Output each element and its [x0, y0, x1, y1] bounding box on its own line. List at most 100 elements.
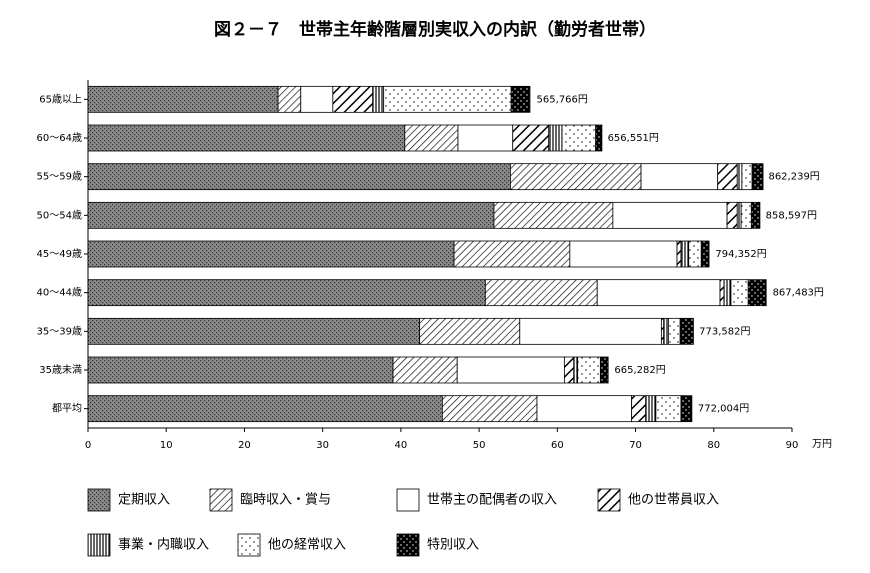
legend-swatch: [237, 533, 261, 557]
x-tick-label: 70: [629, 440, 642, 451]
total-label: 665,282円: [614, 365, 665, 376]
legend-label: 他の世帯員収入: [628, 493, 719, 508]
x-unit: 万円: [812, 439, 832, 450]
bar-segment: [87, 201, 495, 229]
legend-label: 事業・内職収入: [118, 537, 209, 553]
bar-segment: [453, 240, 571, 268]
bar-segment: [536, 395, 633, 423]
bar-segment: [688, 240, 702, 268]
bar-segment: [512, 124, 550, 152]
legend-label: 世帯主の配偶者の収入: [427, 493, 557, 508]
y-tick-label: 65歳以上: [39, 93, 82, 105]
x-tick-label: 40: [395, 440, 408, 451]
bar-segment: [484, 279, 598, 307]
legend-swatch: [87, 533, 111, 557]
bar-segment: [700, 240, 710, 268]
total-label: 565,766円: [537, 94, 588, 105]
legend-swatch: [597, 488, 621, 512]
bar-segment: [87, 317, 421, 345]
total-label: 858,597円: [766, 210, 817, 221]
bar-segment: [680, 240, 690, 268]
bar-segment: [548, 124, 563, 152]
bar-segment: [372, 85, 385, 113]
total-label: 862,239円: [768, 172, 819, 183]
chart-title: 図２－７ 世帯主年齢階層別実収入の内訳（勤労者世帯）: [214, 19, 656, 40]
bar-segment: [719, 279, 725, 307]
y-tick-label: 50～54歳: [37, 209, 82, 221]
total-label: 772,004円: [698, 404, 749, 415]
bar-segment: [573, 356, 579, 384]
bar-segment: [569, 240, 678, 268]
y-tick-label: 60～64歳: [37, 132, 82, 144]
legend-swatch: [396, 533, 420, 557]
bar-segment: [456, 356, 565, 384]
y-tick-label: 55～59歳: [37, 171, 82, 183]
bar-segment: [595, 124, 603, 152]
bar-segment: [741, 163, 753, 191]
bar-segment: [277, 85, 302, 113]
legend-label: 他の経常収入: [268, 538, 346, 553]
legend-label: 特別収入: [427, 538, 479, 553]
bar-segment: [457, 124, 514, 152]
x-tick-label: 60: [551, 440, 564, 451]
bar-segment: [332, 85, 374, 113]
bar-segment: [404, 124, 459, 152]
bar-segment: [655, 395, 682, 423]
bar-segment: [730, 279, 749, 307]
bar-segment: [663, 317, 669, 345]
x-tick-label: 20: [238, 440, 251, 451]
bar-segment: [596, 279, 721, 307]
y-tick-label: 35～39歳: [37, 325, 82, 337]
bar-segment: [726, 201, 738, 229]
x-tick-label: 80: [707, 440, 720, 451]
y-tick-label: 40～44歳: [37, 287, 82, 299]
legend-swatch: [87, 488, 111, 512]
y-tick-label: 45～49歳: [37, 248, 82, 260]
bar-segment: [87, 85, 279, 113]
total-label: 794,352円: [715, 249, 766, 260]
bar-segment: [87, 124, 406, 152]
bar-segment: [599, 356, 609, 384]
bar-segment: [747, 279, 767, 307]
legend-label: 臨時収入・賞与: [240, 493, 331, 508]
x-tick-label: 30: [316, 440, 329, 451]
bar-segment: [441, 395, 538, 423]
bar-segment: [736, 163, 743, 191]
x-tick-label: 50: [473, 440, 486, 451]
y-tick-label: 35歳未満: [39, 364, 82, 376]
bar-segment: [751, 163, 764, 191]
bar-segment: [561, 124, 597, 152]
legend-swatch: [209, 488, 233, 512]
bar-segment: [679, 317, 694, 345]
y-tick-label: 都平均: [52, 403, 82, 415]
bar-segment: [87, 356, 394, 384]
legend-label: 定期収入: [118, 493, 170, 508]
bar-segment: [392, 356, 458, 384]
bar-segment: [87, 395, 443, 423]
bar-segment: [736, 201, 742, 229]
bar-segment: [419, 317, 521, 345]
bar-segment: [676, 240, 682, 268]
bar-segment: [509, 163, 642, 191]
x-tick-label: 90: [786, 440, 799, 451]
bar-segment: [717, 163, 738, 191]
total-label: 773,582円: [699, 326, 750, 337]
bar-segment: [563, 356, 575, 384]
bar-segment: [87, 240, 455, 268]
bar-segment: [612, 201, 728, 229]
bar-segment: [87, 279, 486, 307]
bar-segment: [680, 395, 693, 423]
bar-segment: [519, 317, 662, 345]
bar-segment: [640, 163, 719, 191]
bar-segment: [750, 201, 761, 229]
bar-segment: [577, 356, 601, 384]
bar-segment: [740, 201, 752, 229]
x-tick-label: 0: [85, 440, 91, 451]
x-tick-label: 10: [160, 440, 173, 451]
bar-segment: [300, 85, 334, 113]
bar-segment: [510, 85, 531, 113]
bar-segment: [723, 279, 732, 307]
legend-swatch: [396, 488, 420, 512]
bar-segment: [668, 317, 681, 345]
